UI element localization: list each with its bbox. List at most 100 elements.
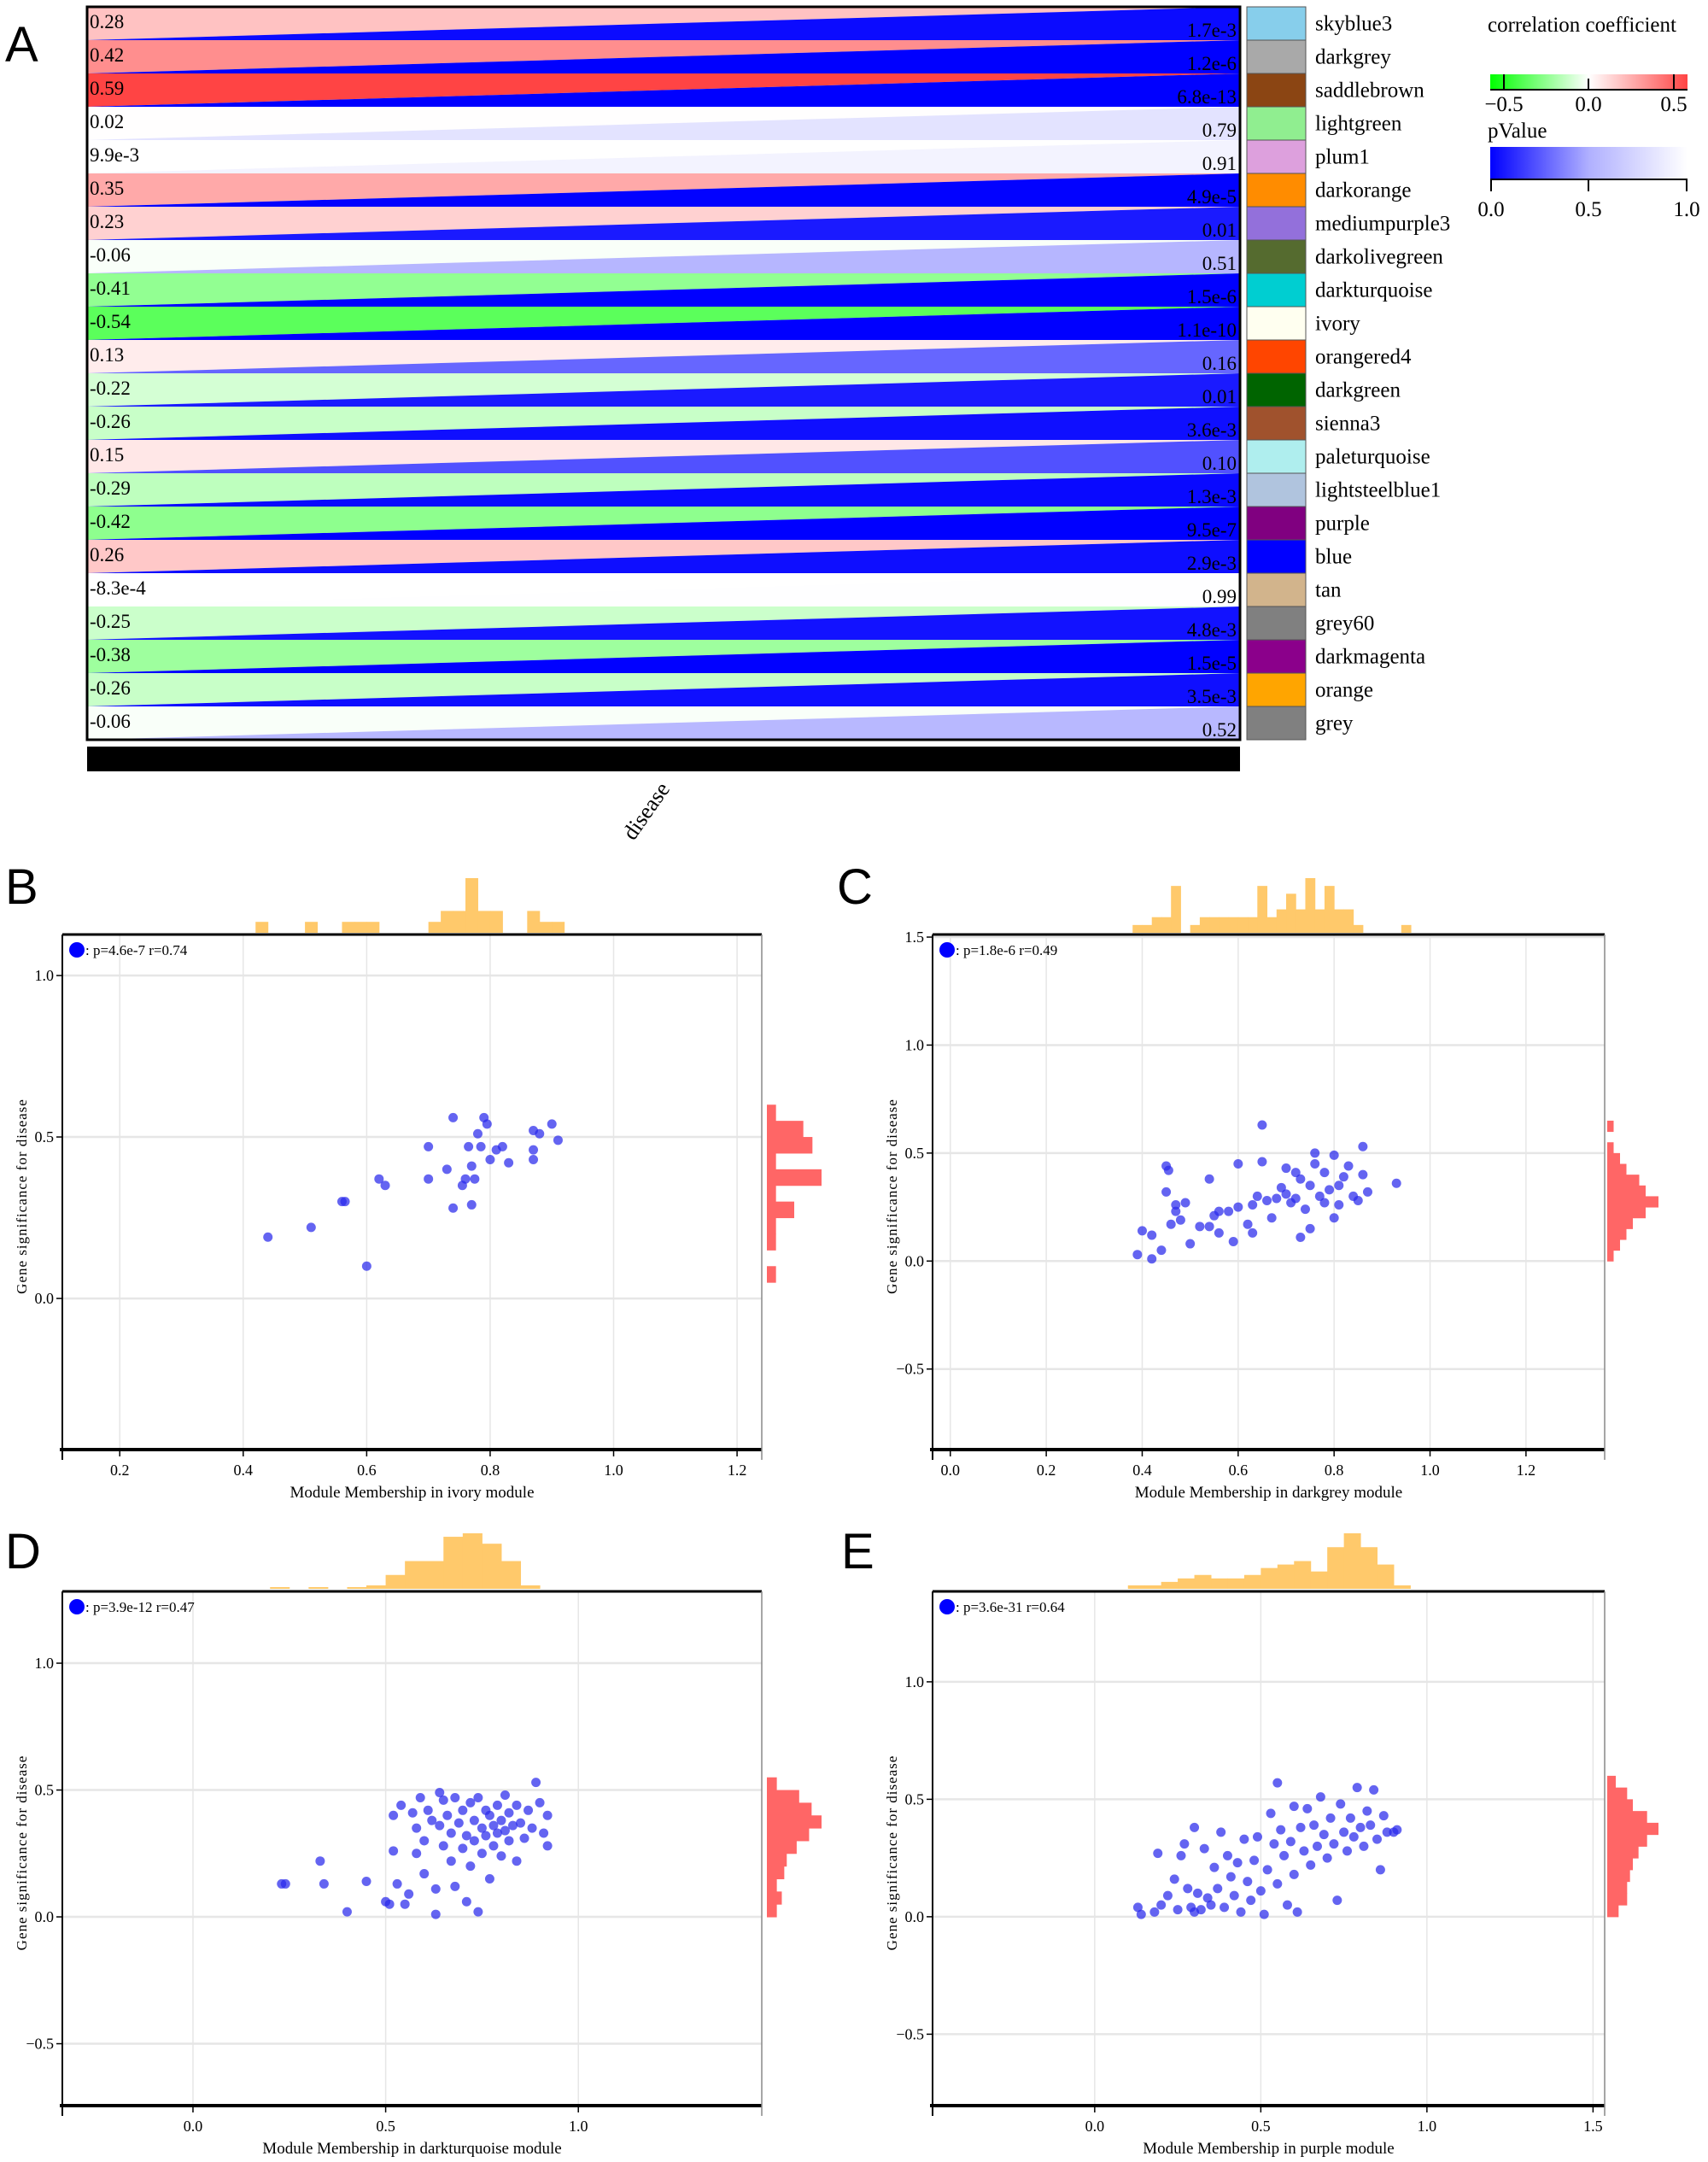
pvalue-label: 0.10 [1202,453,1237,474]
data-point [1329,1839,1339,1849]
pvalue-label: 0.16 [1202,353,1237,374]
correlation-label: 0.26 [90,544,124,565]
y-histogram-bar [1607,1228,1627,1240]
pvalue-cell [87,73,1240,107]
data-point [1169,1874,1179,1884]
data-point [484,1810,494,1820]
data-point [1339,1827,1349,1837]
x-histogram-bar [366,922,380,933]
pvalue-label: 4.9e-5 [1187,186,1237,208]
x-histogram-bar [1171,886,1181,933]
trait-bar [87,747,1240,771]
module-name: darkgreen [1315,378,1401,401]
correlation-label: 0.15 [90,444,124,466]
data-point [1372,1834,1383,1844]
pvalue-cell [87,606,1240,640]
data-point [531,1778,541,1788]
legend-stats: : p=3.6e-31 r=0.64 [956,1599,1065,1615]
x-histogram-bar [1199,917,1210,933]
data-point [1345,1813,1355,1823]
panel-label-a: A [5,17,38,73]
pvalue-cell [87,473,1240,507]
y-histogram-bar [1607,1799,1633,1812]
x-histogram-bar [347,1586,367,1589]
x-tick-label: 1.2 [1517,1462,1536,1479]
data-point [396,1800,407,1810]
correlation-label: -8.3e-4 [90,577,146,599]
module-name: darkturquoise [1315,278,1432,302]
y-tick-label: 0.5 [35,1782,55,1799]
module-name: orange [1315,678,1373,701]
pvalue-cell [87,507,1240,540]
y-histogram-bar [767,1104,776,1122]
x-tick-label: 0.0 [184,2118,203,2135]
pvalue-cell [87,207,1240,240]
heatmap-row-darkgrey: 0.42 1.2e-6 darkgrey [87,39,1391,74]
x-tick-label: 1.5 [1583,2118,1603,2135]
module-color-swatch [1246,173,1307,208]
data-point [430,1884,441,1894]
y-histogram-bar [1607,1869,1630,1883]
y-tick-label: 0.5 [905,1790,925,1808]
data-point [1290,1193,1301,1204]
pvalue-label: 4.8e-3 [1187,619,1237,641]
pvalue-cell [87,440,1240,473]
pvalue-label: 1.1e-10 [1177,319,1237,341]
data-point [1262,1195,1272,1205]
data-point [1329,1213,1339,1223]
y-histogram-bar [1607,1152,1620,1165]
correlation-label: -0.54 [90,311,131,332]
data-point [1289,1869,1299,1879]
data-point [1204,1174,1214,1184]
data-point [374,1174,384,1184]
y-axis-label: Gene significance for disease [884,1099,900,1294]
data-point [1296,1232,1306,1242]
data-point [1243,1877,1253,1887]
heatmap-row-ivory: -0.54 1.1e-10 ivory [87,306,1360,341]
data-point [1156,1900,1167,1910]
module-color-swatch [1246,506,1307,541]
x-histogram-bar [1276,909,1287,933]
data-point [435,1820,445,1831]
data-point [1171,1200,1181,1210]
module-name: orangered4 [1315,345,1412,368]
data-point [361,1876,371,1886]
scatter-panels: B 0.2 0.4 0.6 0.8 1.0 1.2 0.0 0.5 1.0: p=4.6e-7 r… [5,859,1658,2158]
corr-tick: 0.5 [1660,93,1687,116]
data-point [1392,1825,1402,1835]
data-point [492,1800,502,1810]
pvalue-cell [87,140,1240,173]
data-point [315,1856,325,1866]
legend-stats: : p=3.9e-12 r=0.47 [85,1599,195,1615]
data-point [527,1823,537,1833]
y-histogram-bar [1607,1787,1628,1800]
scatter-panel-d: D 0.0 0.5 1.0 −0.5 0.0 0.5 1.0: p=3.9e-12 r=0.4… [5,1524,822,2158]
module-name: lightgreen [1315,112,1402,135]
data-point [1325,1813,1336,1823]
data-point [461,1896,471,1907]
x-histogram-bar [1211,1578,1228,1589]
y-histogram-bar [767,1777,777,1791]
data-point [529,1145,539,1155]
heatmap-row-saddlebrown: 0.59 6.8e-13 saddlebrown [87,73,1424,108]
module-color-swatch [1246,639,1307,674]
y-histogram-bar [767,1266,776,1283]
pvalue-cell [87,7,1240,40]
x-histogram-bar [1401,924,1412,933]
y-histogram-bar [1607,1196,1658,1208]
y-histogram-bar [1607,1775,1616,1789]
y-histogram-bar [1607,1120,1614,1133]
correlation-label: 0.42 [90,44,124,66]
x-histogram-bar [441,911,454,933]
x-histogram-bar [1305,878,1316,933]
y-histogram-bar [1607,1239,1620,1251]
corr-tick: 0.0 [1575,93,1601,116]
pvalue-cell [87,40,1240,73]
pvalue-label: 9.5e-7 [1187,519,1237,541]
data-point [1209,1862,1220,1872]
heatmap-row-plum1: 9.9e-3 0.91 plum1 [87,139,1370,174]
correlation-label: 0.59 [90,78,124,99]
data-point [419,1869,430,1879]
y-histogram-bar [767,1185,776,1203]
data-point [1276,1825,1286,1835]
